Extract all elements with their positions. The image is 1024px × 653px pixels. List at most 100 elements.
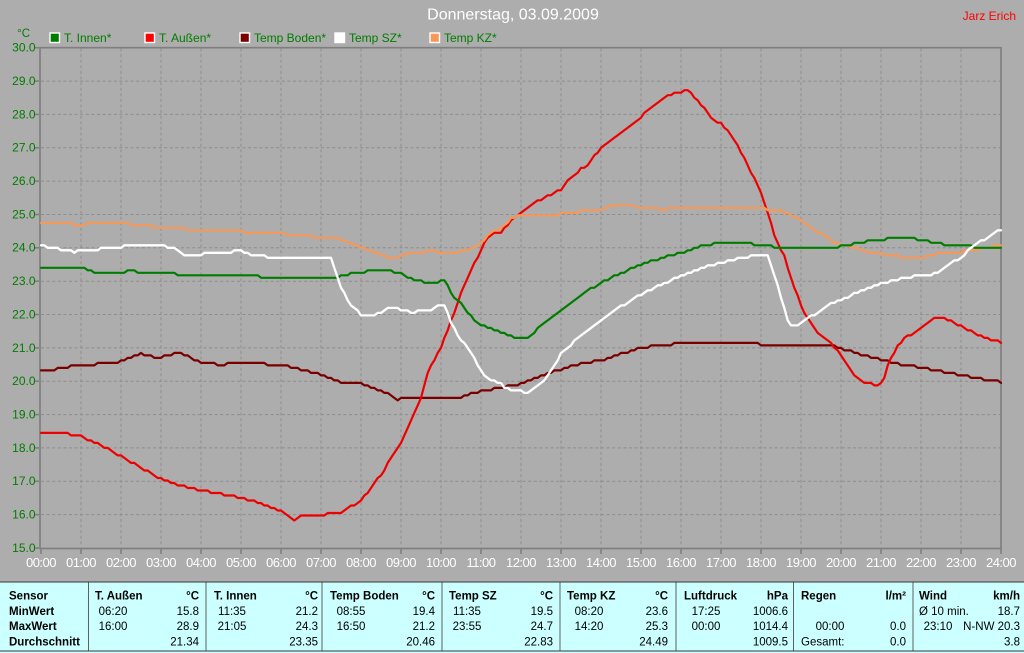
svg-text:22.83: 22.83 (524, 637, 553, 649)
svg-text:23.6: 23.6 (646, 606, 668, 618)
svg-text:17:25: 17:25 (692, 606, 721, 618)
svg-text:T. Außen*: T. Außen* (159, 31, 211, 45)
svg-text:19.4: 19.4 (413, 606, 436, 618)
svg-text:19.0: 19.0 (12, 408, 36, 422)
svg-text:0.0: 0.0 (890, 621, 906, 633)
svg-text:25.3: 25.3 (646, 621, 668, 633)
svg-text:16:50: 16:50 (337, 621, 366, 633)
svg-text:T. Außen: T. Außen (95, 591, 143, 603)
svg-text:21.2: 21.2 (296, 606, 318, 618)
svg-text:Wind: Wind (919, 591, 947, 603)
svg-text:05:00: 05:00 (226, 555, 256, 570)
svg-text:°C: °C (655, 591, 668, 603)
svg-text:MaxWert: MaxWert (9, 621, 57, 633)
svg-text:13:00: 13:00 (546, 555, 576, 570)
svg-text:16.0: 16.0 (12, 508, 36, 522)
svg-text:Temp KZ*: Temp KZ* (444, 31, 497, 45)
svg-text:08:00: 08:00 (346, 555, 376, 570)
svg-text:21:05: 21:05 (218, 621, 247, 633)
svg-text:28.0: 28.0 (12, 107, 36, 121)
svg-text:°C: °C (186, 591, 199, 603)
svg-text:09:00: 09:00 (386, 555, 416, 570)
svg-text:km/h: km/h (993, 591, 1020, 603)
svg-text:21.2: 21.2 (413, 621, 435, 633)
svg-text:00:00: 00:00 (26, 555, 56, 570)
svg-text:23.35: 23.35 (289, 637, 318, 649)
svg-text:14:20: 14:20 (575, 621, 604, 633)
svg-text:22.0: 22.0 (12, 307, 36, 321)
svg-text:23.0: 23.0 (12, 274, 36, 288)
svg-text:06:20: 06:20 (99, 606, 128, 618)
svg-text:°C: °C (305, 591, 318, 603)
svg-text:Temp Boden*: Temp Boden* (254, 31, 326, 45)
svg-text:Sensor: Sensor (9, 591, 49, 603)
svg-text:N-NW 20.3: N-NW 20.3 (963, 621, 1020, 633)
svg-text:Temp Boden: Temp Boden (330, 591, 399, 603)
svg-text:17.0: 17.0 (12, 474, 36, 488)
svg-text:24.3: 24.3 (296, 621, 318, 633)
svg-text:MinWert: MinWert (9, 606, 54, 618)
svg-text:11:00: 11:00 (466, 555, 495, 570)
svg-text:08:20: 08:20 (575, 606, 604, 618)
svg-text:23:55: 23:55 (453, 621, 482, 633)
svg-text:1009.5: 1009.5 (753, 637, 788, 649)
svg-text:04:00: 04:00 (186, 555, 216, 570)
svg-text:16:00: 16:00 (99, 621, 128, 633)
svg-text:16:00: 16:00 (666, 555, 696, 570)
svg-text:19.5: 19.5 (531, 606, 553, 618)
svg-text:Temp SZ: Temp SZ (449, 591, 497, 603)
svg-text:00:00: 00:00 (692, 621, 721, 633)
svg-text:l/m²: l/m² (886, 591, 907, 603)
svg-text:08:55: 08:55 (337, 606, 366, 618)
svg-text:21:00: 21:00 (866, 555, 896, 570)
svg-text:00:00: 00:00 (816, 621, 845, 633)
svg-text:18:00: 18:00 (746, 555, 776, 570)
svg-text:06:00: 06:00 (266, 555, 296, 570)
svg-text:26.0: 26.0 (12, 174, 36, 188)
svg-text:Gesamt:: Gesamt: (801, 637, 844, 649)
svg-text:1014.4: 1014.4 (753, 621, 789, 633)
svg-text:°C: °C (540, 591, 553, 603)
svg-text:17:00: 17:00 (706, 555, 736, 570)
svg-text:15.8: 15.8 (177, 606, 199, 618)
svg-text:24:00: 24:00 (986, 555, 1016, 570)
svg-text:25.0: 25.0 (12, 207, 36, 221)
svg-text:21.34: 21.34 (170, 637, 199, 649)
svg-text:Temp KZ: Temp KZ (567, 591, 615, 603)
svg-text:20:00: 20:00 (826, 555, 856, 570)
svg-text:12:00: 12:00 (506, 555, 536, 570)
svg-text:Jarz Erich: Jarz Erich (963, 9, 1016, 23)
svg-text:1006.6: 1006.6 (753, 606, 788, 618)
svg-text:20.0: 20.0 (12, 374, 36, 388)
svg-text:24.7: 24.7 (531, 621, 553, 633)
svg-text:19:00: 19:00 (786, 555, 816, 570)
svg-text:3.8: 3.8 (1004, 637, 1020, 649)
svg-text:11:35: 11:35 (453, 606, 481, 618)
svg-text:23:10: 23:10 (924, 621, 953, 633)
svg-text:24.49: 24.49 (639, 637, 668, 649)
svg-text:29.0: 29.0 (12, 74, 36, 88)
svg-text:Regen: Regen (801, 591, 836, 603)
svg-text:20.46: 20.46 (406, 637, 435, 649)
svg-text:28.9: 28.9 (177, 621, 199, 633)
svg-text:27.0: 27.0 (12, 141, 36, 155)
svg-text:07:00: 07:00 (306, 555, 336, 570)
svg-text:hPa: hPa (767, 591, 789, 603)
svg-text:11:35: 11:35 (218, 606, 246, 618)
svg-text:Durchschnitt: Durchschnitt (9, 637, 80, 649)
svg-text:Temp SZ*: Temp SZ* (349, 31, 402, 45)
svg-text:10:00: 10:00 (426, 555, 456, 570)
svg-text:02:00: 02:00 (106, 555, 136, 570)
svg-text:T. Innen: T. Innen (214, 591, 257, 603)
svg-text:24.0: 24.0 (12, 241, 36, 255)
svg-text:Luftdruck: Luftdruck (684, 591, 738, 603)
svg-text:18.7: 18.7 (998, 606, 1020, 618)
svg-text:01:00: 01:00 (66, 555, 96, 570)
svg-text:18.0: 18.0 (12, 441, 36, 455)
svg-text:22:00: 22:00 (906, 555, 936, 570)
svg-text:15.0: 15.0 (12, 541, 36, 555)
svg-text:°C: °C (422, 591, 435, 603)
svg-text:°C: °C (17, 28, 30, 40)
svg-text:0.0: 0.0 (890, 637, 906, 649)
svg-text:30.0: 30.0 (12, 41, 36, 55)
